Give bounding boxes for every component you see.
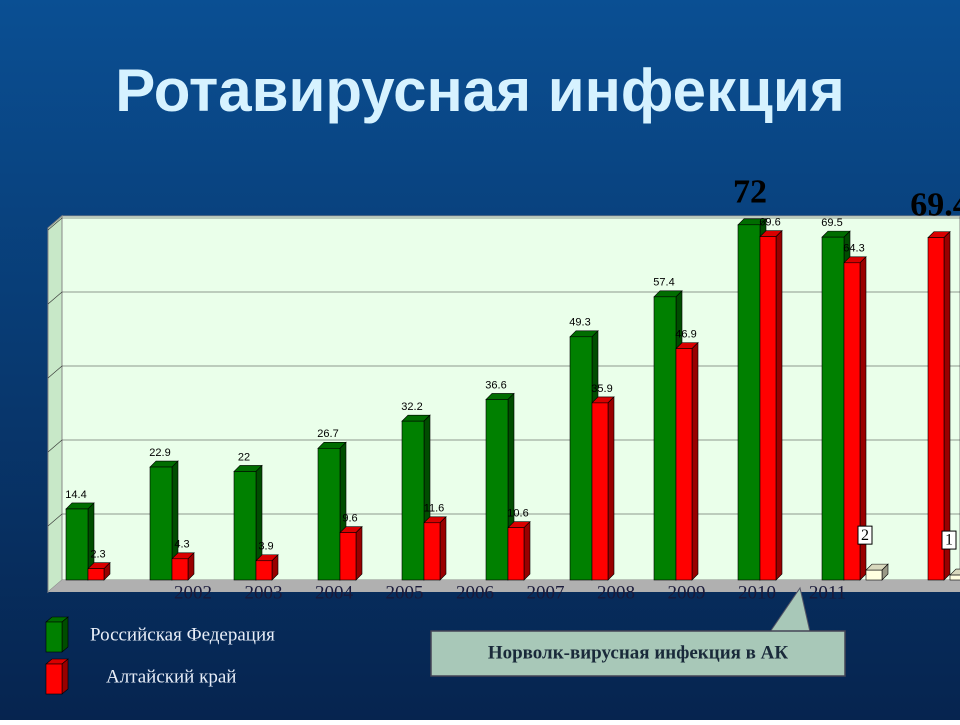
bar <box>485 399 509 581</box>
grid-line <box>47 365 63 379</box>
bar <box>255 560 273 581</box>
value-label: 1 <box>945 532 953 549</box>
callout-text: Норволк-вирусная инфекция в АК <box>488 642 789 663</box>
value-label: 69.6 <box>759 217 780 229</box>
legend-swatch <box>45 663 63 695</box>
bar <box>339 532 357 581</box>
value-label: 72 <box>733 174 767 211</box>
value-label: 3.9 <box>258 541 273 553</box>
bar-side <box>607 396 615 581</box>
value-label: 57.4 <box>653 277 674 289</box>
bar <box>653 296 677 581</box>
bar <box>401 420 425 581</box>
callout-box <box>430 630 846 677</box>
bar-side <box>775 229 783 581</box>
bar <box>65 508 89 581</box>
value-label: 22 <box>238 451 250 463</box>
bar <box>843 262 861 581</box>
grid-line <box>47 439 63 453</box>
x-tick-label: 2011 <box>809 582 846 603</box>
bar <box>233 471 257 581</box>
bar <box>759 236 777 581</box>
bar <box>149 466 173 581</box>
bar-side <box>523 520 531 581</box>
value-label: 2.3 <box>90 549 105 561</box>
x-tick-label: 2009 <box>668 582 706 603</box>
side-wall <box>47 214 63 594</box>
x-tick-label: 2004 <box>315 582 354 603</box>
bar <box>317 447 341 581</box>
value-label: 10.6 <box>507 508 528 520</box>
legend-swatch-side <box>61 658 69 695</box>
value-label: 11.6 <box>424 503 445 515</box>
grid-line <box>47 513 63 527</box>
bar <box>591 402 609 581</box>
legend-item: Алтайский край <box>45 658 236 695</box>
bar <box>87 568 105 581</box>
bar <box>569 336 593 581</box>
grid-line <box>47 217 63 231</box>
value-label: 9.6 <box>342 513 357 525</box>
value-label: 22.9 <box>149 447 170 459</box>
bar-side <box>439 516 447 581</box>
legend-item: Российская Федерация <box>45 616 275 653</box>
bar-side <box>691 341 699 581</box>
bar <box>507 527 525 581</box>
bar <box>927 237 945 581</box>
x-tick-label: 2010 <box>738 582 776 603</box>
bar <box>675 348 693 581</box>
value-label: 64.3 <box>843 243 864 255</box>
legend-label: Алтайский край <box>106 666 236 687</box>
value-label: 4.3 <box>174 539 189 551</box>
legend-swatch-side <box>61 616 69 653</box>
x-tick-label: 2002 <box>174 582 212 603</box>
x-tick-label: 2008 <box>597 582 635 603</box>
value-label: 46.9 <box>675 329 696 341</box>
x-tick-label: 2005 <box>386 582 424 603</box>
bar-top <box>949 568 960 576</box>
bar <box>949 574 960 581</box>
grid-line <box>47 291 63 305</box>
bar <box>171 558 189 581</box>
bar <box>423 522 441 581</box>
value-label-box <box>857 525 873 545</box>
legend-swatch <box>45 621 63 653</box>
value-label: 32.2 <box>401 401 422 413</box>
value-label: 49.3 <box>569 317 590 329</box>
value-label-box <box>941 530 957 550</box>
value-label: 69.5 <box>821 217 842 229</box>
bar <box>821 236 845 581</box>
x-tick-label: 2007 <box>527 582 565 603</box>
x-tick-label: 2006 <box>456 582 494 603</box>
bar-side <box>943 230 951 581</box>
value-label: 35.9 <box>591 383 612 395</box>
bar <box>737 224 761 581</box>
legend-label: Российская Федерация <box>90 624 275 645</box>
x-tick-label: 2003 <box>245 582 283 603</box>
slide-title: Ротавирусная инфекция <box>115 57 845 124</box>
floor <box>48 580 960 592</box>
value-label: 36.6 <box>485 379 506 391</box>
value-label: 2 <box>861 527 869 544</box>
value-label: 69.4 <box>910 186 960 223</box>
bar <box>865 569 883 581</box>
bar-side <box>355 525 363 581</box>
value-label: 14.4 <box>65 489 86 501</box>
value-label: 26.7 <box>317 428 338 440</box>
